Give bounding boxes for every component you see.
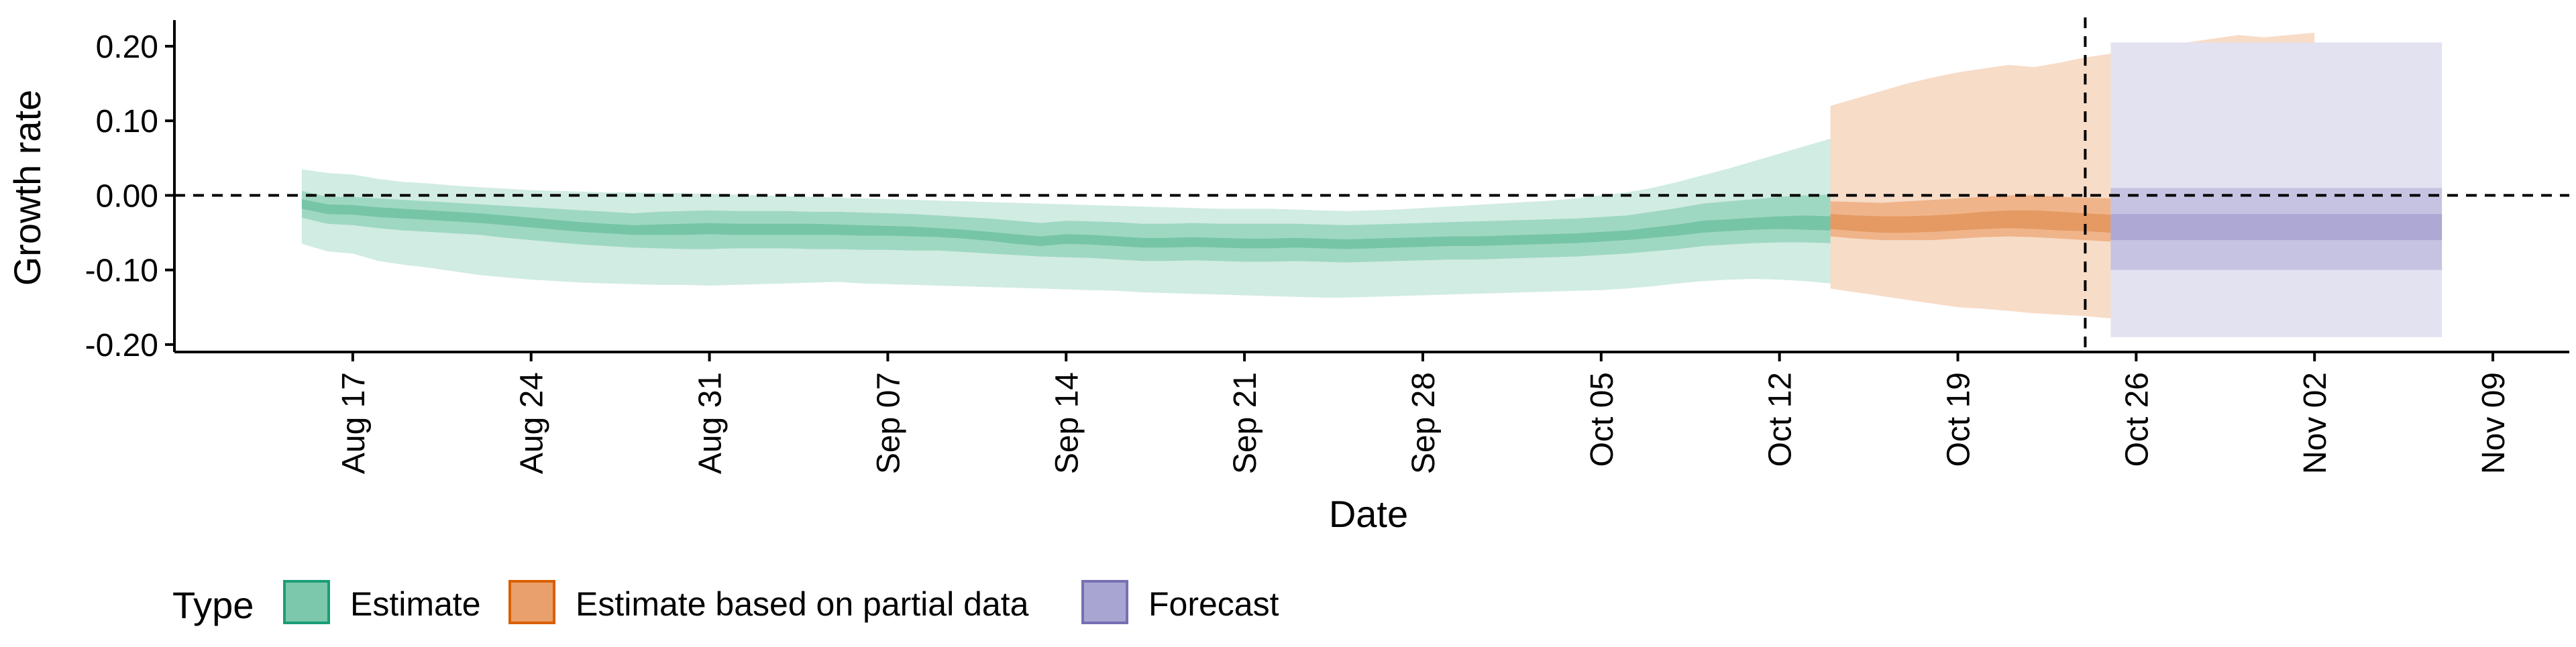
- x-tick-label: Nov 09: [2476, 372, 2512, 474]
- y-tick-label: 0.20: [96, 30, 158, 65]
- y-tick-label: 0.00: [96, 178, 158, 214]
- x-tick-label: Aug 17: [336, 372, 372, 474]
- axes: 0.20 0.10 0.00 -0.10 -0.20 Aug 17 Aug 24 Aug 31…: [85, 20, 2569, 474]
- y-tick-label: 0.10: [96, 104, 158, 139]
- y-axis-label: Growth rate: [6, 90, 48, 286]
- legend-title: Type: [172, 584, 254, 626]
- estimate-band-90: [301, 115, 1933, 298]
- legend-label-forecast: Forecast: [1148, 585, 1279, 623]
- x-tick-label: Aug 24: [515, 372, 550, 474]
- legend-key-partial: [508, 580, 555, 624]
- legend-key-forecast: [1081, 580, 1128, 624]
- plot-area: [174, 17, 2569, 352]
- x-tick-label: Sep 14: [1049, 372, 1085, 474]
- x-axis-label: Date: [1329, 493, 1408, 535]
- y-tick-label: -0.10: [85, 253, 158, 289]
- legend-label-partial: Estimate based on partial data: [576, 585, 1029, 623]
- x-tick-label: Sep 21: [1228, 372, 1263, 474]
- x-tick-label: Sep 28: [1406, 372, 1442, 474]
- series-forecast: [2110, 42, 2443, 337]
- legend-label-estimate: Estimate: [350, 585, 481, 623]
- x-tick-label: Oct 05: [1585, 372, 1620, 467]
- series-estimate: [301, 115, 1933, 298]
- x-tick-label: Oct 19: [1941, 372, 1977, 467]
- y-tick-label: -0.20: [85, 328, 158, 363]
- forecast-band-20: [2110, 214, 2443, 241]
- legend: Type Estimate Estimate based on partial …: [172, 580, 1279, 626]
- x-tick-label: Oct 26: [2119, 372, 2155, 467]
- x-tick-label: Aug 31: [693, 372, 729, 474]
- x-tick-label: Nov 02: [2298, 372, 2333, 474]
- estimate-band-20: [301, 199, 1933, 249]
- x-tick-label: Sep 07: [871, 372, 906, 474]
- x-tick-label: Oct 12: [1763, 372, 1799, 467]
- legend-key-estimate: [283, 580, 330, 624]
